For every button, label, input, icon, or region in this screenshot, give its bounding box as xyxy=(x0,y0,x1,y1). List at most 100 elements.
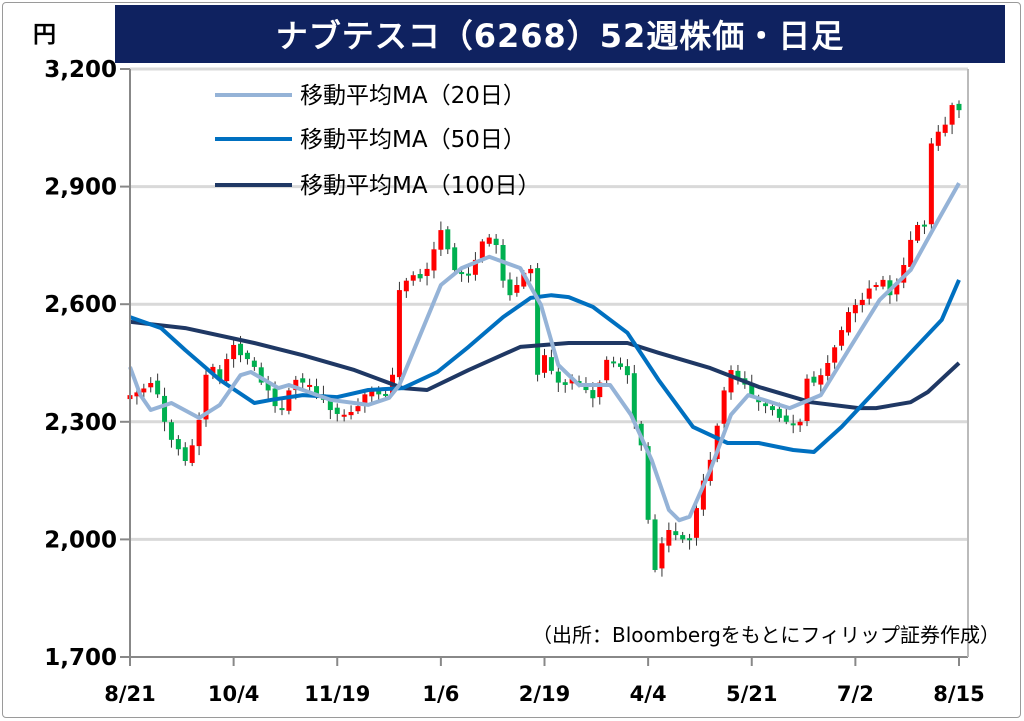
x-tick-label: 4/4 xyxy=(630,682,667,706)
candle-down xyxy=(327,398,333,411)
candle-up xyxy=(189,445,195,463)
candle-up xyxy=(700,480,706,510)
candle-up xyxy=(859,299,865,305)
candle-up xyxy=(928,143,934,225)
candle-down xyxy=(749,382,755,396)
candle-down xyxy=(244,352,250,360)
candle-up xyxy=(894,284,900,295)
candle-down xyxy=(763,403,769,407)
x-tick-label: 8/21 xyxy=(104,682,156,706)
candle-down xyxy=(769,406,775,411)
candle-down xyxy=(376,390,382,395)
candle-up xyxy=(410,275,416,281)
candle-down xyxy=(921,224,927,227)
candle-down xyxy=(507,279,513,296)
candle-down xyxy=(279,408,285,411)
candle-down xyxy=(493,238,499,246)
candle-up xyxy=(915,225,921,241)
candle-up xyxy=(196,419,202,447)
legend-label: 移動平均MA（50日） xyxy=(300,127,526,153)
x-tick-label: 2/19 xyxy=(519,682,571,706)
y-tick-label: 2,600 xyxy=(44,292,117,318)
y-tick-label: 2,300 xyxy=(44,410,117,436)
candle-up xyxy=(880,279,886,287)
candle-down xyxy=(417,274,423,279)
candle-down xyxy=(258,367,264,383)
candle-up xyxy=(403,280,409,292)
candle-up xyxy=(908,239,914,267)
y-tick-label: 2,900 xyxy=(44,175,117,201)
candle-down xyxy=(624,366,630,376)
candle-up xyxy=(949,105,955,125)
candle-down xyxy=(645,446,651,520)
candle-down xyxy=(162,395,168,422)
candle-down xyxy=(673,531,679,536)
candle-up xyxy=(852,304,858,314)
candle-down xyxy=(617,363,623,367)
y-tick-label: 2,000 xyxy=(44,527,117,553)
candle-up xyxy=(825,363,831,376)
candle-up xyxy=(396,290,402,378)
candle-up xyxy=(901,265,907,283)
x-tick-label: 11/19 xyxy=(304,682,370,706)
candle-up xyxy=(714,425,720,460)
candle-up xyxy=(341,414,347,417)
candle-up xyxy=(721,390,727,424)
candle-up xyxy=(542,355,547,373)
y-axis-unit-label: 円 xyxy=(33,22,56,48)
candle-down xyxy=(155,380,161,395)
candle-down xyxy=(314,386,320,395)
candle-down xyxy=(680,535,686,540)
candle-up xyxy=(597,382,603,398)
candle-down xyxy=(168,422,174,440)
candle-down xyxy=(466,273,472,276)
candle-up xyxy=(486,237,492,244)
candle-down xyxy=(783,415,789,422)
chart-title: ナブテスコ（6268）52週株価・日足 xyxy=(115,5,1005,63)
candle-up xyxy=(666,529,672,546)
x-tick-label: 5/21 xyxy=(726,682,778,706)
candle-up xyxy=(348,412,354,416)
candle-up xyxy=(521,272,527,287)
candle-up xyxy=(141,388,147,393)
candle-down xyxy=(590,390,596,399)
candle-up xyxy=(693,508,699,538)
x-tick-label: 7/2 xyxy=(837,682,874,706)
candle-down xyxy=(776,408,782,418)
candle-down xyxy=(576,381,582,384)
candle-up xyxy=(873,284,879,287)
candle-up xyxy=(839,330,845,346)
candle-down xyxy=(334,407,340,414)
candle-down xyxy=(265,381,271,391)
candle-down xyxy=(548,357,554,371)
candle-down xyxy=(790,423,796,426)
moving-average-line xyxy=(129,319,961,411)
candle-up xyxy=(362,394,368,405)
candle-down xyxy=(238,343,244,356)
candle-up xyxy=(845,312,851,333)
candle-up xyxy=(293,379,299,391)
candle-up xyxy=(514,284,520,293)
candle-down xyxy=(652,519,658,570)
candle-up xyxy=(832,347,838,363)
x-tick-label: 8/15 xyxy=(933,682,985,706)
candle-up xyxy=(438,230,444,250)
candle-down xyxy=(217,369,223,380)
candle-up xyxy=(659,543,665,569)
candle-down xyxy=(535,268,541,375)
candle-up xyxy=(935,131,941,146)
candle-up xyxy=(942,124,948,133)
y-tick-label: 1,700 xyxy=(44,645,117,671)
candle-up xyxy=(818,375,824,385)
candle-up xyxy=(479,241,485,259)
candle-up xyxy=(528,268,534,274)
candle-down xyxy=(562,382,568,385)
candle-up xyxy=(431,249,437,271)
candle-up xyxy=(286,390,292,411)
y-tick-label: 3,200 xyxy=(44,57,117,83)
candle-up xyxy=(369,390,375,397)
candle-up xyxy=(604,359,610,381)
candle-up xyxy=(231,344,237,360)
